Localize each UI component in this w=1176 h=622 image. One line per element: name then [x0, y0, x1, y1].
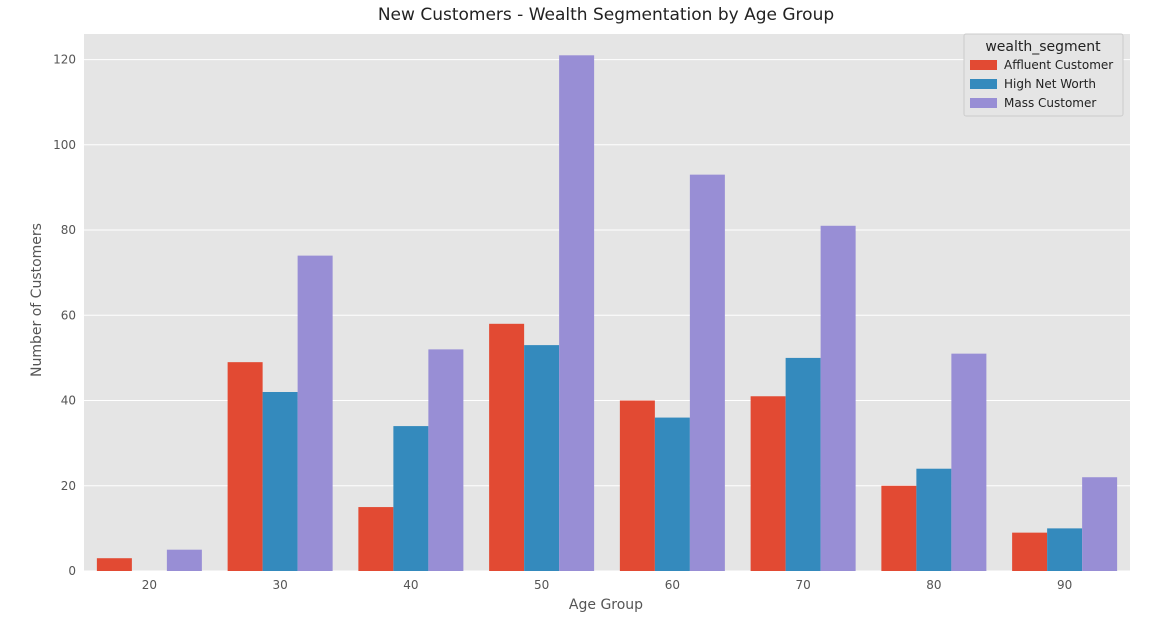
legend: wealth_segment Affluent Customer High Net… [963, 33, 1124, 117]
y-tick-label: 20 [61, 479, 76, 493]
x-tick-label: 40 [403, 578, 418, 592]
bar [750, 396, 786, 571]
bar [428, 349, 464, 571]
legend-box [963, 33, 1124, 117]
bar [916, 468, 952, 571]
y-tick-label: 0 [68, 564, 76, 578]
bar [166, 549, 202, 571]
y-tick-label: 100 [53, 138, 76, 152]
x-tick-label: 30 [272, 578, 287, 592]
legend-swatch [970, 60, 997, 70]
y-axis-label: Number of Customers [29, 223, 45, 377]
legend-swatch [970, 98, 997, 108]
y-tick-label: 60 [61, 308, 76, 322]
bar [1012, 532, 1048, 571]
x-axis-label: Age Group [569, 597, 643, 613]
bar [689, 174, 725, 571]
legend-label: Affluent Customer [1004, 58, 1113, 72]
x-tick-label: 50 [534, 578, 549, 592]
y-axis-ticks: 0 20 40 60 80 100 120 [53, 53, 76, 578]
bar [881, 485, 917, 571]
legend-title: wealth_segment [985, 39, 1101, 55]
chart-title: New Customers - Wealth Segmentation by A… [378, 5, 834, 25]
bar [96, 558, 132, 571]
legend-label: Mass Customer [1004, 96, 1096, 110]
x-tick-label: 80 [926, 578, 941, 592]
legend-label: High Net Worth [1004, 77, 1096, 91]
bar [619, 400, 655, 571]
x-tick-label: 90 [1057, 578, 1072, 592]
bar [1082, 477, 1118, 571]
bar [559, 55, 595, 572]
y-tick-label: 80 [61, 223, 76, 237]
bar [654, 417, 690, 571]
x-axis-ticks: 20 30 40 50 60 70 80 90 [142, 578, 1073, 592]
bar [297, 255, 333, 571]
bar [227, 362, 263, 571]
bar [358, 507, 394, 571]
bar [262, 392, 298, 571]
y-tick-label: 40 [61, 394, 76, 408]
bar [785, 357, 821, 571]
x-tick-label: 70 [795, 578, 810, 592]
bars [96, 55, 1118, 572]
bar [820, 225, 856, 572]
bar [524, 345, 560, 571]
x-tick-label: 20 [142, 578, 157, 592]
legend-swatch [970, 79, 997, 89]
y-tick-label: 120 [53, 53, 76, 67]
bar [1047, 528, 1083, 571]
bar [393, 426, 429, 571]
bar [951, 353, 987, 571]
x-tick-label: 60 [665, 578, 680, 592]
bar [489, 323, 525, 571]
